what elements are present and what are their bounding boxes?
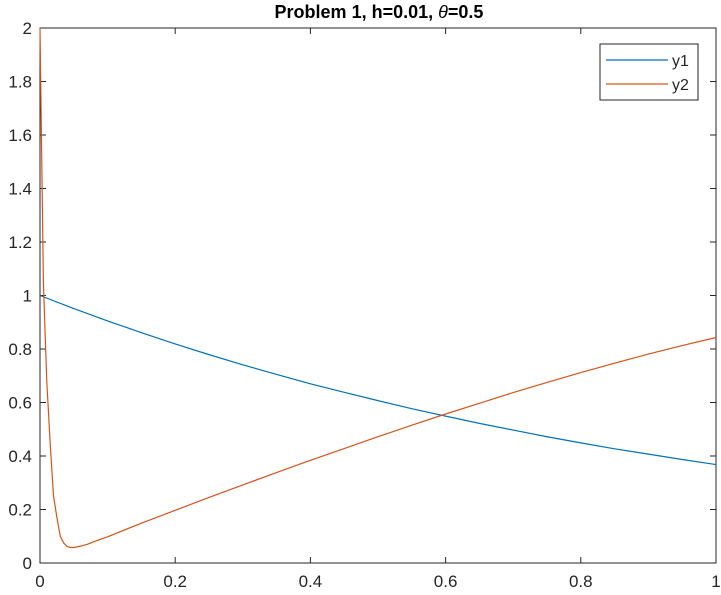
- chart-title: Problem 1, h=0.01, θ=0.5: [275, 2, 484, 22]
- chart-title-suffix: =0.5: [448, 2, 484, 22]
- y-tick-label: 1.8: [8, 73, 32, 92]
- plot-frame: [39, 27, 717, 564]
- y-tick-label: 0.6: [8, 394, 32, 413]
- y-tick-label: 1.2: [8, 233, 32, 252]
- y-tick-label: 1: [23, 287, 32, 306]
- series-line-y1: [39, 294, 717, 466]
- y-tick-label: 1.4: [8, 180, 32, 199]
- x-tick-label: 1: [711, 572, 720, 591]
- y-tick-label: 2: [23, 19, 32, 38]
- y-tick-label: 0.2: [8, 501, 32, 520]
- y-tick-label: 0.4: [8, 447, 32, 466]
- y-tick-label: 0: [23, 554, 32, 573]
- chart-title-symbol: θ: [438, 2, 448, 22]
- chart-title-prefix: Problem 1, h=0.01,: [275, 2, 439, 22]
- legend-box: [599, 43, 699, 101]
- x-tick-label: 0.6: [434, 572, 458, 591]
- x-tick-label: 0.4: [299, 572, 323, 591]
- x-tick-label: 0: [35, 572, 44, 591]
- legend-label-y2: y2: [672, 77, 689, 94]
- legend-label-y1: y1: [672, 53, 689, 70]
- x-tick-label: 0.2: [163, 572, 187, 591]
- y-tick-label: 1.6: [8, 126, 32, 145]
- x-tick-label: 0.8: [569, 572, 593, 591]
- y-tick-label: 0.8: [8, 340, 32, 359]
- plot-area: 0 0.2 0.4 0.6 0.8 1 0 0.2 0.4 0.6 0.8 1 1.2 1.4 1.6 1.8…: [8, 19, 720, 591]
- series-line-y2: [39, 27, 717, 549]
